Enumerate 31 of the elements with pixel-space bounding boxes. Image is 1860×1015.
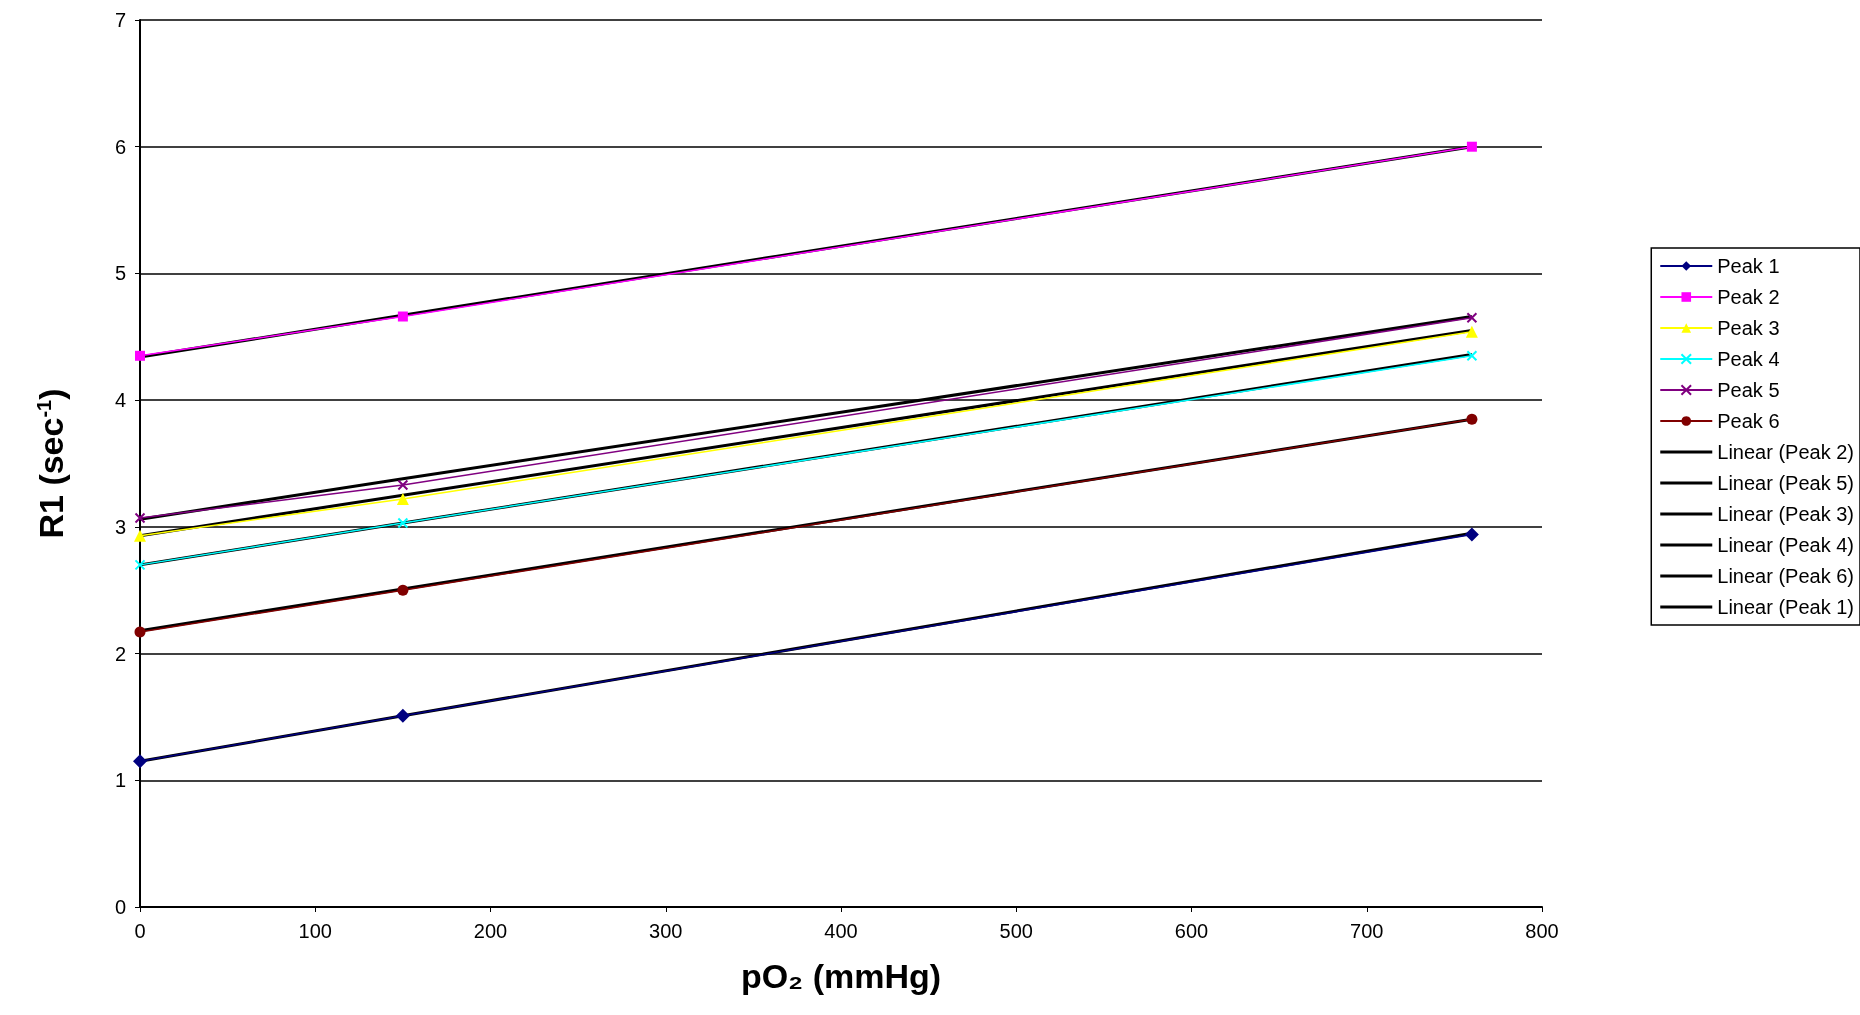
legend-label: Peak 6 [1717,410,1780,432]
x-axis-title: pO₂ (mmHg) [740,957,942,995]
y-axis-title: R1 (sec-1) [32,388,70,539]
legend-label: Linear (Peak 4) [1717,534,1855,556]
y-tick-label: 3 [114,515,126,538]
x-tick-label: 200 [473,920,508,942]
legend-label: Linear (Peak 6) [1717,565,1855,587]
legend-label: Peak 5 [1717,379,1780,401]
legend-label: Peak 1 [1717,255,1780,277]
legend-label: Linear (Peak 3) [1717,503,1855,525]
legend-label: Linear (Peak 5) [1717,472,1855,494]
y-tick-label: 7 [114,9,126,31]
x-tick-label: 0 [134,920,146,942]
y-tick-label: 2 [114,642,126,665]
x-tick-label: 500 [999,920,1033,942]
legend-label: Peak 2 [1717,286,1780,308]
legend-label: Peak 4 [1717,348,1780,370]
x-tick-label: 800 [1525,920,1559,942]
x-tick-label: 600 [1174,920,1209,942]
y-tick-label: 6 [114,135,126,158]
y-tick-label: 1 [114,769,126,792]
y-tick-label: 4 [114,389,126,412]
x-tick-label: 300 [649,920,683,942]
y-tick-label: 5 [114,262,126,285]
legend-label: Linear (Peak 2) [1717,441,1855,463]
y-tick-label: 0 [114,896,126,918]
x-tick-label: 700 [1350,920,1384,942]
x-tick-label: 100 [298,920,332,942]
x-tick-label: 400 [824,920,858,942]
legend-label: Linear (Peak 1) [1717,596,1855,618]
legend-label: Peak 3 [1717,317,1780,339]
